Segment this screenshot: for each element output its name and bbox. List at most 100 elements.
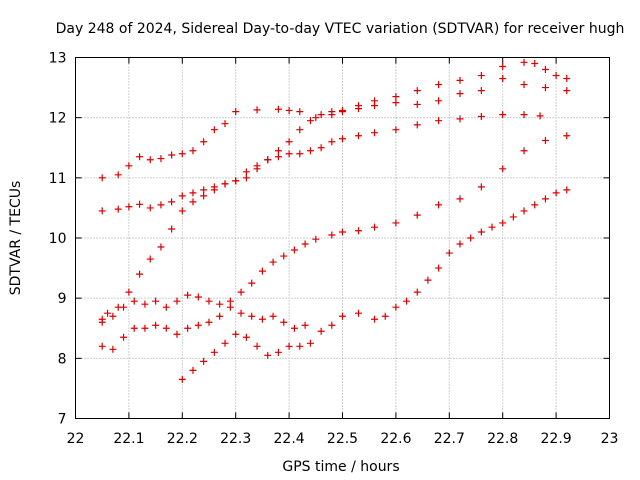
data-point	[184, 324, 192, 332]
data-point	[296, 108, 304, 116]
data-point	[136, 200, 144, 208]
data-point	[205, 297, 213, 305]
data-point	[253, 162, 261, 170]
data-point	[312, 114, 320, 122]
x-tick-label: 22.9	[541, 431, 572, 447]
data-point	[531, 60, 539, 68]
y-tick-label: 8	[58, 351, 67, 367]
data-point	[232, 108, 240, 116]
data-point	[98, 207, 106, 215]
data-point	[210, 126, 218, 134]
data-point	[435, 117, 443, 125]
data-point	[413, 211, 421, 219]
data-point	[248, 279, 256, 287]
data-point	[109, 345, 117, 353]
x-tick-label: 22.8	[487, 431, 518, 447]
y-axis-label: SDTVAR / TECUs	[8, 181, 24, 296]
data-point	[168, 225, 176, 233]
data-point	[210, 348, 218, 356]
data-point	[413, 100, 421, 108]
data-point	[242, 174, 250, 182]
data-point	[355, 132, 363, 140]
data-point	[467, 234, 475, 242]
data-point	[226, 297, 234, 305]
series-track-a	[98, 75, 571, 182]
data-point	[328, 231, 336, 239]
data-point	[285, 138, 293, 146]
plot-frame	[75, 57, 610, 419]
data-point	[355, 102, 363, 110]
data-point	[141, 324, 149, 332]
data-point	[200, 138, 208, 146]
chart-title: Day 248 of 2024, Sidereal Day-to-day VTE…	[56, 21, 625, 37]
data-point	[226, 303, 234, 311]
data-point	[301, 240, 309, 248]
data-point	[152, 321, 160, 329]
series-track-d	[98, 132, 571, 323]
data-point	[456, 115, 464, 123]
tick-labels: 22 22.1 22.2 22.3 22.4 22.5 22.6 22.7 22.8 22.9 23…	[49, 51, 619, 448]
data-point	[125, 162, 133, 170]
data-point	[477, 228, 485, 236]
data-point	[355, 309, 363, 317]
y-tick-label: 11	[49, 171, 67, 187]
data-points	[98, 58, 571, 383]
data-point	[221, 339, 229, 347]
data-point	[509, 213, 517, 221]
data-point	[563, 75, 571, 83]
data-point	[339, 312, 346, 320]
data-point	[392, 126, 400, 134]
data-point	[285, 106, 293, 114]
data-point	[339, 106, 346, 114]
data-point	[194, 293, 202, 301]
data-point	[98, 315, 106, 323]
data-point	[520, 111, 528, 119]
data-point	[162, 303, 170, 311]
data-point	[216, 312, 224, 320]
data-point	[146, 156, 154, 164]
data-point	[242, 333, 250, 341]
data-point	[178, 207, 186, 215]
data-point	[392, 219, 400, 227]
data-point	[477, 112, 485, 120]
data-point	[269, 258, 277, 266]
data-point	[520, 147, 528, 155]
data-point	[296, 126, 304, 134]
x-tick-label: 22	[67, 431, 85, 447]
data-point	[205, 318, 213, 326]
data-point	[499, 75, 507, 83]
data-point	[456, 90, 464, 98]
data-point	[541, 137, 549, 145]
series-track-e	[98, 303, 309, 353]
data-point	[301, 321, 309, 329]
data-point	[413, 87, 421, 95]
data-point	[280, 318, 288, 326]
data-point	[221, 180, 229, 188]
data-point	[371, 97, 379, 105]
data-point	[296, 342, 304, 350]
x-tick-label: 22.5	[327, 431, 358, 447]
data-point	[392, 93, 400, 101]
data-point	[317, 111, 325, 119]
data-point	[274, 348, 282, 356]
data-point	[200, 357, 208, 365]
data-point	[312, 235, 320, 243]
data-point	[563, 87, 571, 95]
data-point	[403, 297, 411, 305]
data-point	[200, 186, 208, 194]
data-point	[339, 228, 346, 236]
data-point	[499, 219, 507, 227]
data-point	[435, 97, 443, 105]
data-point	[98, 174, 106, 182]
data-point	[306, 147, 314, 155]
data-point	[290, 324, 298, 332]
data-point	[216, 300, 224, 308]
data-point	[355, 227, 363, 235]
data-point	[435, 81, 443, 89]
data-point	[290, 246, 298, 254]
data-point	[109, 312, 117, 320]
data-point	[552, 72, 560, 80]
data-point	[413, 288, 421, 296]
y-tick-label: 10	[49, 231, 67, 247]
data-point	[237, 288, 245, 296]
